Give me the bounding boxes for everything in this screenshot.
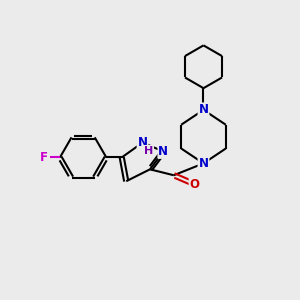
- Text: H: H: [144, 146, 153, 156]
- Text: N: N: [158, 145, 168, 158]
- Text: F: F: [40, 151, 48, 164]
- Text: N: N: [138, 136, 148, 149]
- Text: N: N: [199, 157, 208, 170]
- Text: O: O: [190, 178, 200, 191]
- Text: N: N: [199, 103, 208, 116]
